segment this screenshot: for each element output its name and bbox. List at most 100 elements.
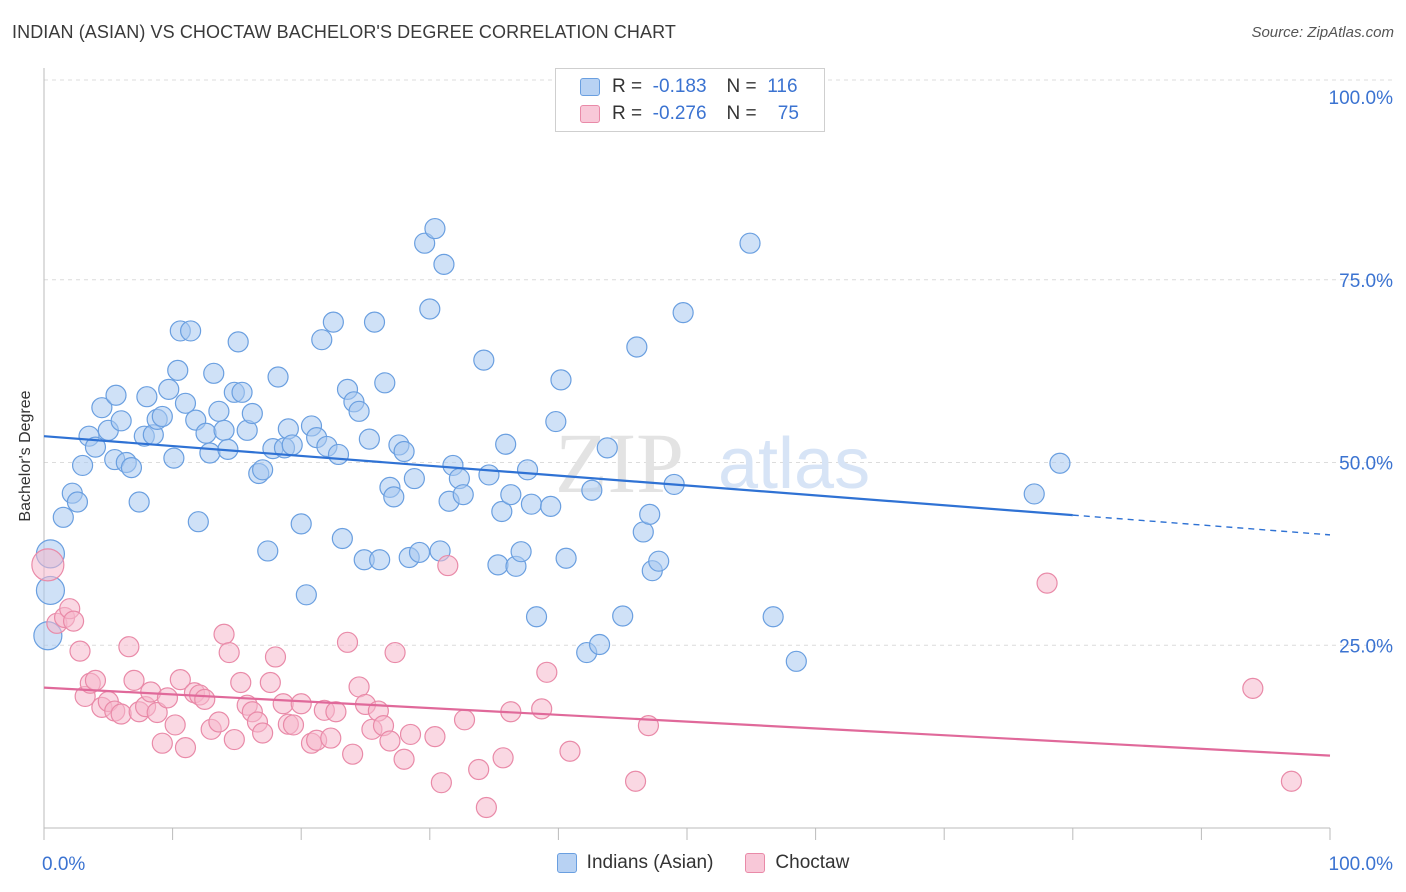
choctaw-point [559, 740, 581, 762]
legend-n-label: N = [726, 103, 757, 124]
indians-point [473, 349, 495, 371]
choctaw-point [252, 722, 274, 744]
indians-point [213, 419, 235, 441]
indians-point [424, 217, 446, 240]
choctaw-point [164, 714, 186, 736]
indians-point [163, 447, 185, 469]
indians-point [739, 232, 761, 254]
indians-point [452, 484, 474, 506]
choctaw-point [453, 709, 476, 731]
choctaw-point [290, 693, 312, 715]
watermark-zip: ZIP [555, 415, 684, 511]
indians-point [71, 454, 94, 477]
indians-point [358, 428, 380, 450]
choctaw-point [156, 687, 179, 709]
choctaw-point [492, 747, 514, 769]
y-tick-label: 25.0% [1339, 636, 1393, 657]
legend-label-choctaw: Choctaw [775, 852, 850, 873]
indians-point [208, 400, 230, 422]
legend-n-value: 75 [777, 103, 799, 124]
series-choctaw [31, 548, 1303, 819]
indians-point [327, 443, 350, 466]
indians-point [762, 606, 784, 628]
legend-n-label: N = [726, 76, 757, 97]
trend-line-choctaw [43, 686, 1331, 757]
indians-point [369, 549, 391, 571]
source-label: Source: ZipAtlas.com [1251, 24, 1394, 41]
choctaw-point [208, 711, 230, 733]
trend-line-indians [43, 435, 1073, 517]
choctaw-point [218, 641, 240, 664]
choctaw-point [336, 631, 359, 653]
indians-point [419, 298, 441, 320]
indians-point [516, 459, 539, 481]
choctaw-point [194, 688, 216, 710]
choctaw-point [272, 693, 294, 715]
indians-point [167, 359, 189, 381]
indians-point [120, 457, 143, 479]
choctaw-point [399, 723, 422, 746]
indians-point [581, 479, 603, 501]
legend-r-label: R = [612, 103, 643, 124]
x-tick-label: 100.0% [1329, 854, 1394, 875]
indians-point [52, 506, 74, 528]
indians-point [195, 422, 217, 444]
choctaw-point [468, 758, 490, 781]
indians-point [128, 491, 150, 513]
x-tick-label: 0.0% [42, 854, 85, 875]
indians-point [322, 311, 344, 333]
indians-point [66, 491, 89, 513]
legend-item-indians[interactable]: Indians (Asian) [556, 852, 713, 874]
legend-item-choctaw[interactable]: Choctaw [745, 852, 849, 874]
indians-point [136, 386, 158, 408]
choctaw-point [384, 641, 406, 664]
choctaw-point [62, 610, 85, 632]
trend-lines [43, 435, 1331, 757]
indians-point [478, 464, 500, 486]
legend-r-value: -0.276 [652, 103, 707, 124]
indians-point [174, 392, 197, 414]
indians-point [252, 459, 274, 481]
indians-point [267, 366, 289, 388]
choctaw-point [325, 701, 347, 723]
indians-point [363, 311, 386, 333]
indians-point [374, 372, 396, 394]
indians-point [290, 513, 312, 535]
choctaw-point [174, 736, 197, 759]
legend-swatch-blue [556, 853, 577, 873]
grid-lines [44, 79, 1392, 646]
choctaw-point [1242, 677, 1264, 699]
indians-point [525, 606, 548, 628]
indians-point [105, 384, 127, 406]
indians-point [1049, 452, 1071, 474]
legend-swatch-blue [580, 78, 600, 96]
choctaw-point [437, 554, 459, 577]
indians-point [433, 253, 455, 275]
y-tick-label: 100.0% [1329, 88, 1394, 109]
choctaw-point [169, 669, 191, 691]
indians-point [555, 547, 577, 569]
indians-point [348, 400, 370, 422]
legend-row-choctaw: R = -0.276 N = 75 [580, 103, 799, 125]
choctaw-point [151, 732, 173, 754]
choctaw-point [230, 671, 252, 694]
indians-point [626, 336, 648, 358]
indians-point [383, 486, 405, 508]
indians-point [612, 605, 634, 627]
indians-point [588, 633, 611, 656]
indians-point [110, 410, 132, 432]
indians-point [295, 584, 317, 606]
legend-swatch-pink [745, 853, 766, 873]
choctaw-point [223, 728, 245, 751]
choctaw-point [31, 548, 65, 582]
indians-point [331, 527, 353, 550]
indians-point [510, 541, 532, 563]
choctaw-point [536, 661, 558, 683]
choctaw-point [118, 636, 140, 658]
indians-point [491, 500, 513, 523]
choctaw-point [393, 748, 415, 770]
indians-point [495, 433, 517, 455]
y-tick-labels: 100.0% 75.0% 50.0% 25.0% [1329, 88, 1394, 657]
indians-point [596, 437, 618, 459]
choctaw-point [69, 640, 91, 662]
